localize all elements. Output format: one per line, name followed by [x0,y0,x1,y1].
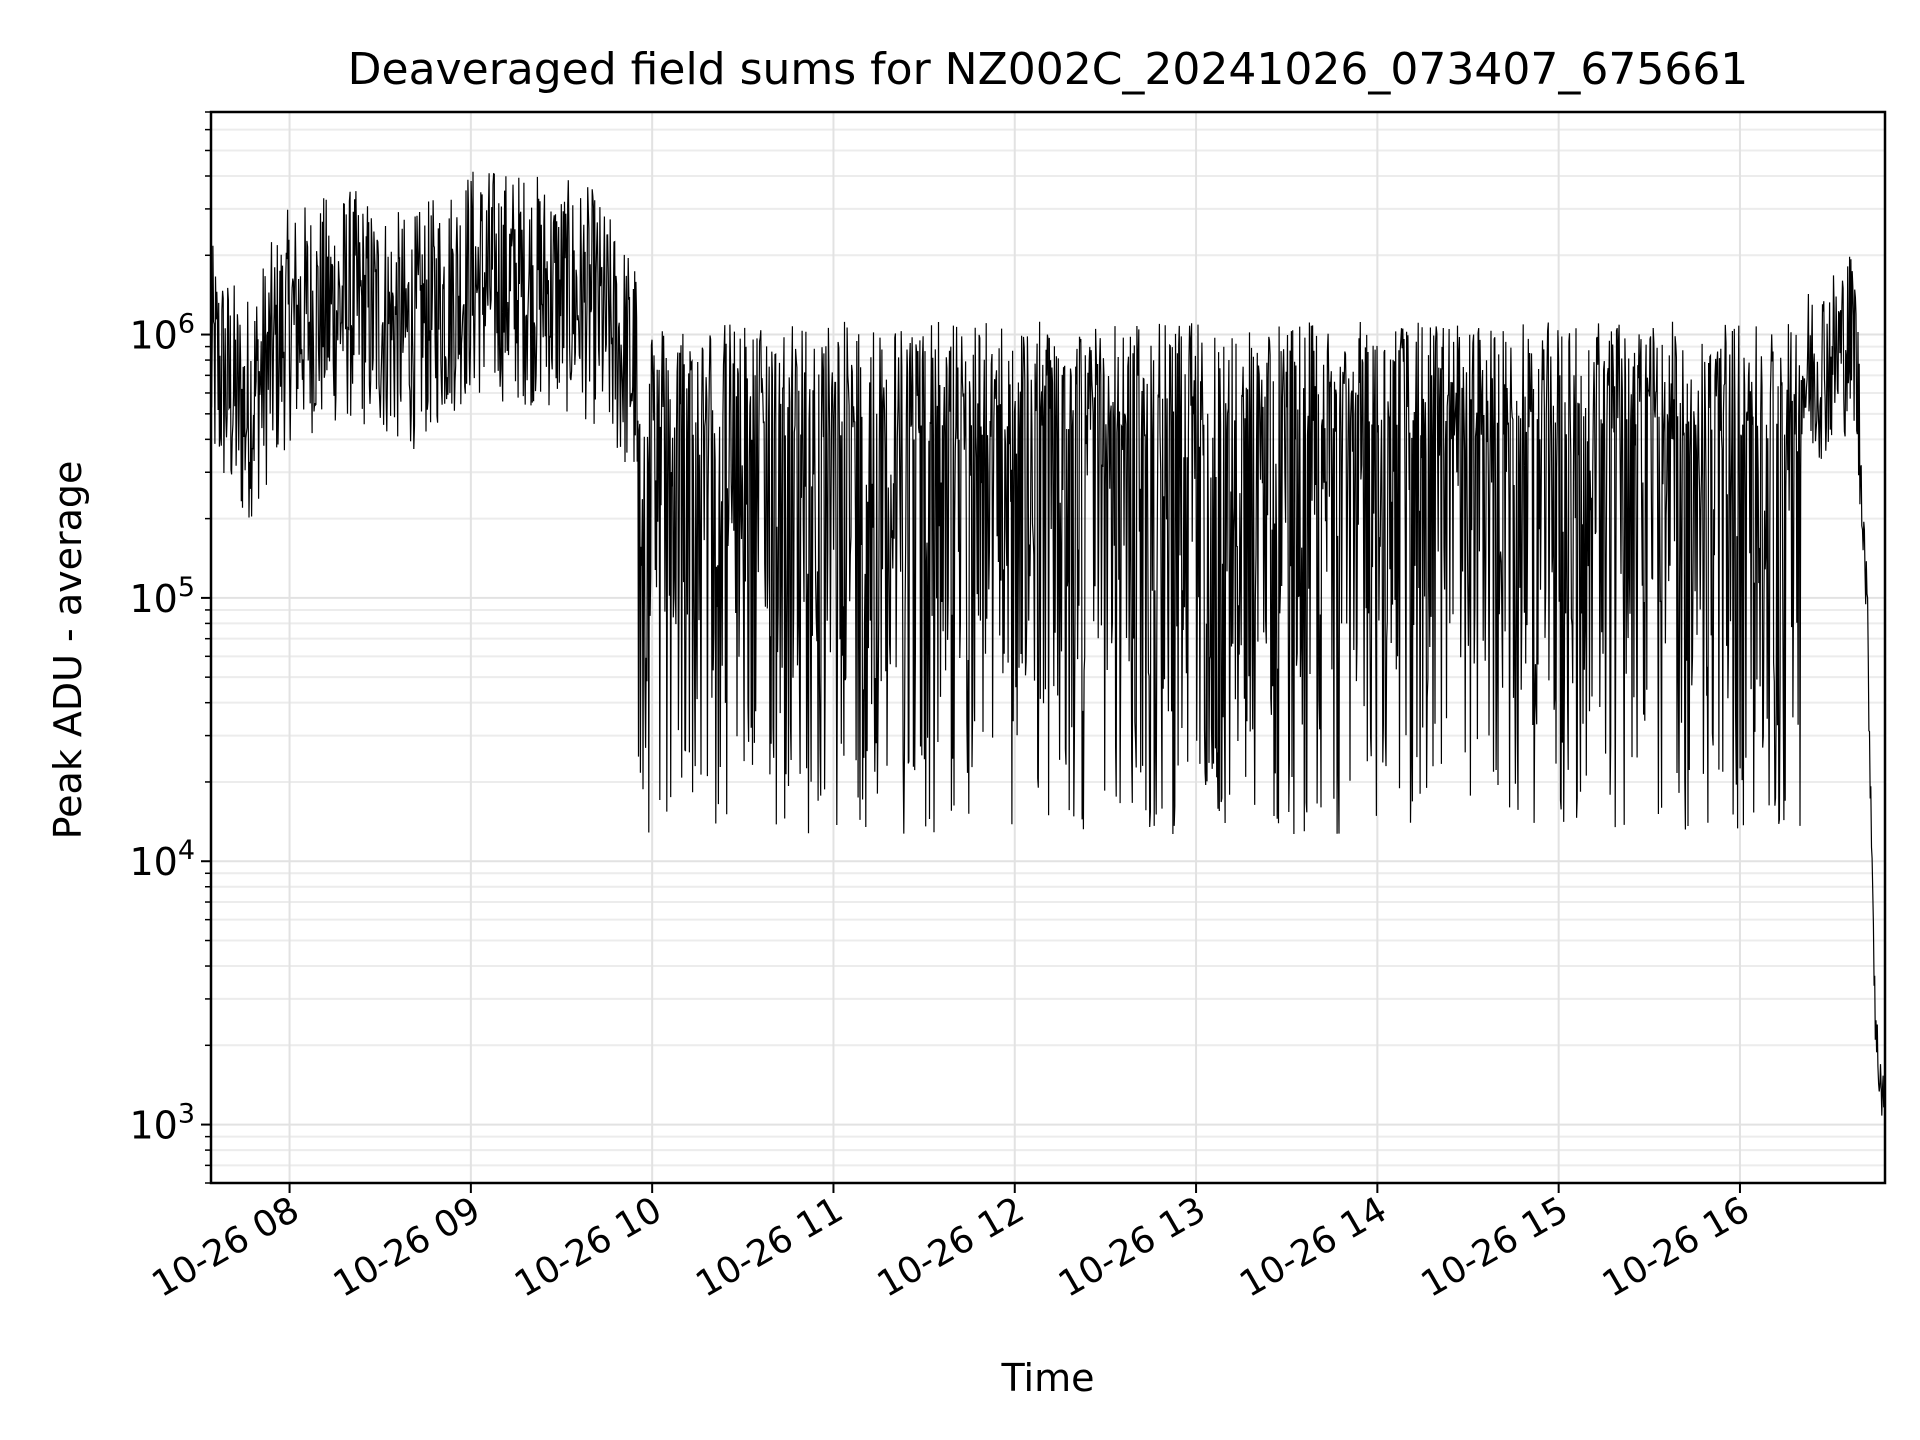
y-axis-label: Peak ADU - average [46,460,90,840]
x-tick-label: 10-26 09 [327,1189,488,1305]
series-line [210,171,1886,1116]
x-tick-label: 10-26 14 [1233,1189,1394,1305]
x-tick-label: 10-26 16 [1596,1189,1757,1305]
chart-title: Deaveraged field sums for NZ002C_2024102… [347,44,1749,95]
y-tick-label: 105 [129,572,195,621]
plot-frame [209,110,1887,1185]
x-tick-label: 10-26 15 [1414,1189,1575,1305]
y-tick-label: 104 [129,835,195,884]
x-tick-label: 10-26 11 [689,1189,850,1305]
x-tick-label: 10-26 13 [1052,1189,1213,1305]
y-tick-label: 106 [129,309,195,358]
x-tick-label: 10-26 08 [145,1189,306,1305]
x-tick-label: 10-26 10 [508,1189,669,1305]
y-tick-label: 103 [129,1099,195,1148]
series-path [210,171,1886,1116]
x-axis-label: Time [1001,1356,1095,1400]
x-tick-label: 10-26 12 [871,1189,1032,1305]
